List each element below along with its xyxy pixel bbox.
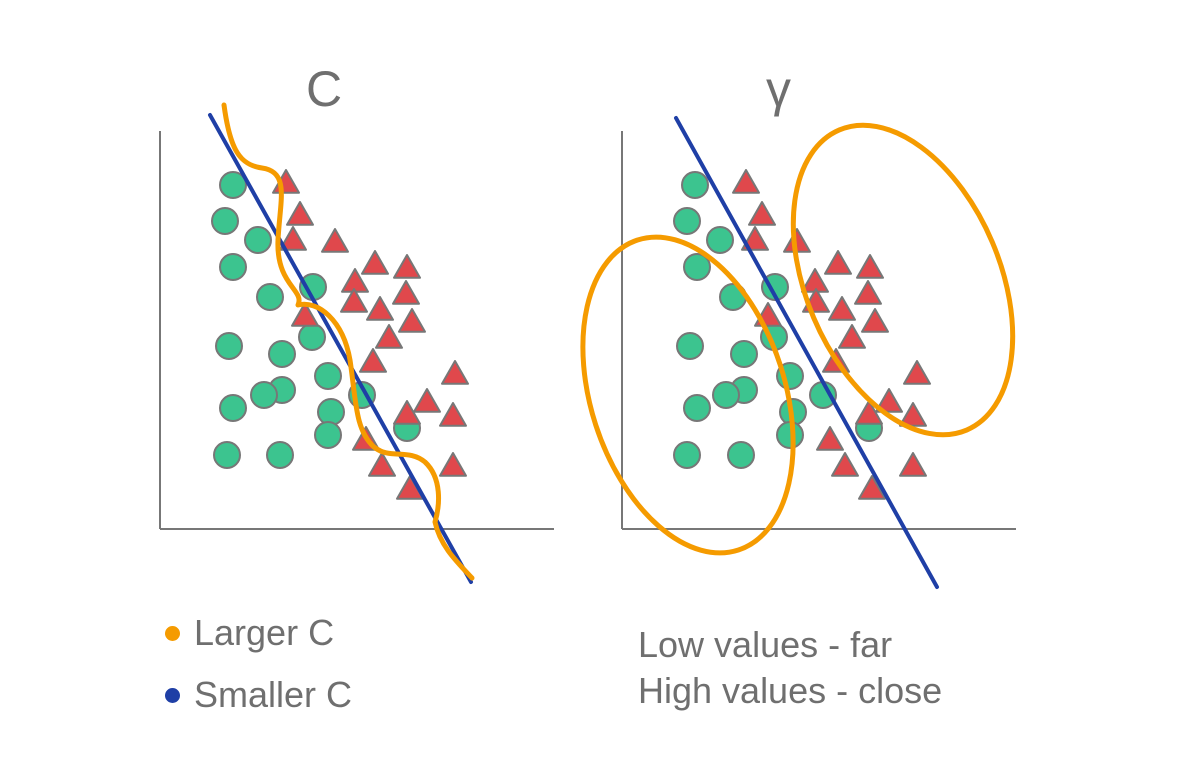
circle-marker <box>244 226 272 254</box>
triangle-marker <box>748 201 776 226</box>
triangle-marker <box>856 254 884 279</box>
triangle-marker <box>291 302 319 327</box>
circle-marker <box>219 253 247 281</box>
circle-marker <box>673 207 701 235</box>
triangle-marker <box>359 348 387 373</box>
triangle-marker <box>838 324 866 349</box>
triangle-marker <box>393 400 421 425</box>
triangle-marker <box>824 250 852 275</box>
circle-marker <box>727 441 755 469</box>
circle-marker <box>219 171 247 199</box>
triangle-marker <box>368 452 396 477</box>
triangle-marker <box>854 280 882 305</box>
gamma-boundary-line <box>674 116 939 589</box>
triangle-marker <box>279 226 307 251</box>
triangle-marker <box>875 388 903 413</box>
triangle-marker <box>361 250 389 275</box>
triangle-marker <box>439 402 467 427</box>
larger-c-boundary-curve <box>221 102 475 581</box>
legend-dot-icon <box>165 687 180 703</box>
triangle-marker <box>340 288 368 313</box>
triangle-marker <box>816 426 844 451</box>
gamma-note: Low values - far High values - close <box>638 622 942 714</box>
triangle-marker <box>321 228 349 253</box>
circle-marker <box>676 332 704 360</box>
circle-marker <box>298 323 326 351</box>
circle-marker <box>215 332 243 360</box>
legend-item-larger-c: Larger C <box>165 612 334 654</box>
gamma-region-circles-ellipse <box>580 234 796 556</box>
triangle-marker <box>392 280 420 305</box>
legend-dot-icon <box>165 625 180 641</box>
note-low: Low values - far <box>638 624 893 665</box>
circle-marker <box>317 398 345 426</box>
triangle-marker <box>858 475 886 500</box>
triangle-marker <box>855 400 883 425</box>
circle-marker <box>314 362 342 390</box>
triangle-marker <box>801 268 829 293</box>
circle-marker <box>681 171 709 199</box>
triangle-marker <box>441 360 469 385</box>
circle-marker <box>268 340 296 368</box>
circle-marker <box>706 226 734 254</box>
title-c: C <box>306 61 343 117</box>
circle-marker <box>712 381 740 409</box>
legend-label: Smaller C <box>194 674 353 715</box>
circle-marker <box>314 421 342 449</box>
title-gamma: γ <box>766 61 791 117</box>
note-high: High values - close <box>638 670 943 711</box>
triangle-marker <box>393 254 421 279</box>
triangle-marker <box>899 402 927 427</box>
panel-gamma <box>580 116 1016 589</box>
triangle-marker <box>398 308 426 333</box>
circle-marker <box>211 207 239 235</box>
circle-marker <box>683 253 711 281</box>
legend-item-smaller-c: Smaller C <box>165 674 352 716</box>
triangle-marker <box>286 201 314 226</box>
triangle-marker <box>903 360 931 385</box>
triangle-marker <box>828 296 856 321</box>
circle-marker <box>256 283 284 311</box>
triangle-marker <box>439 452 467 477</box>
circle-marker <box>266 441 294 469</box>
circle-marker <box>683 394 711 422</box>
triangle-marker <box>375 324 403 349</box>
triangle-marker <box>732 169 760 194</box>
legend-label: Larger C <box>194 612 335 653</box>
circle-marker <box>673 441 701 469</box>
gamma-region-triangles-ellipse <box>790 122 1016 438</box>
triangle-marker <box>413 388 441 413</box>
circle-marker <box>730 340 758 368</box>
triangle-marker <box>366 296 394 321</box>
circle-marker <box>250 381 278 409</box>
triangle-marker <box>831 452 859 477</box>
triangle-marker <box>899 452 927 477</box>
circle-marker <box>219 394 247 422</box>
panel-c <box>159 102 554 584</box>
triangle-marker <box>741 226 769 251</box>
smaller-c-boundary-line <box>208 113 473 584</box>
triangle-marker <box>861 308 889 333</box>
circle-marker <box>213 441 241 469</box>
